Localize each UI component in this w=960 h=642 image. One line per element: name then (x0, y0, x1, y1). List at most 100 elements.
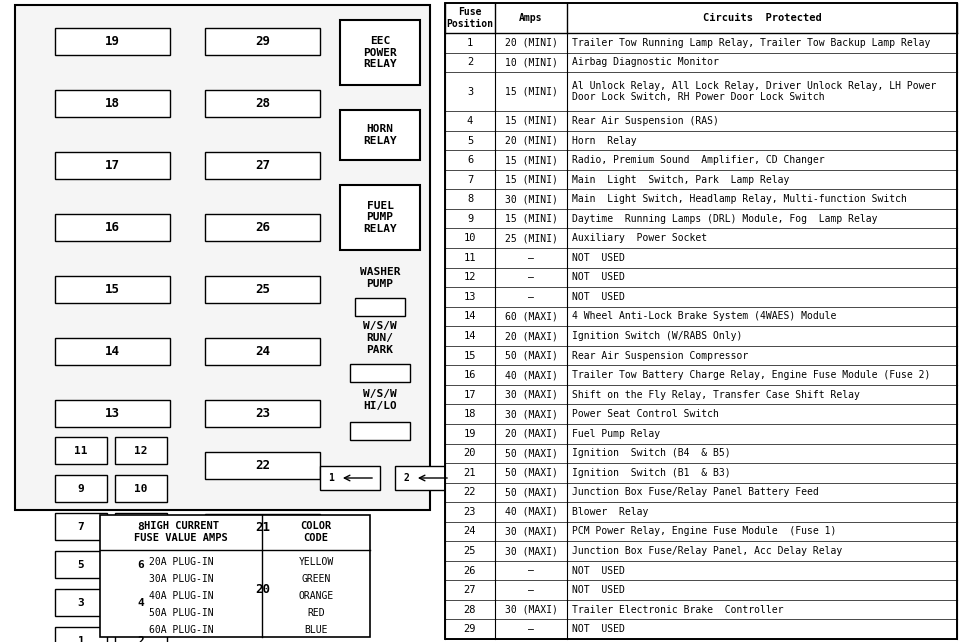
Text: 28: 28 (464, 605, 476, 614)
Text: RED: RED (307, 608, 324, 618)
Text: 60A PLUG-IN: 60A PLUG-IN (149, 625, 213, 635)
Text: 18: 18 (105, 97, 120, 110)
Text: 40 (MAXI): 40 (MAXI) (505, 370, 558, 380)
Text: FUEL
PUMP
RELAY: FUEL PUMP RELAY (363, 201, 396, 234)
Text: 4: 4 (137, 598, 144, 607)
Text: 23: 23 (464, 507, 476, 517)
Bar (445, 3, 957, 639)
Text: PCM Power Relay, Engine Fuse Module  (Fuse 1): PCM Power Relay, Engine Fuse Module (Fus… (572, 526, 836, 537)
Text: Daytime  Running Lamps (DRL) Module, Fog  Lamp Relay: Daytime Running Lamps (DRL) Module, Fog … (572, 214, 877, 223)
Text: 14: 14 (105, 345, 120, 358)
Text: –: – (528, 585, 534, 595)
Bar (115, 475, 167, 502)
Bar (100, 515, 370, 637)
Text: W/S/W
HI/LO: W/S/W HI/LO (363, 389, 396, 411)
Text: 29: 29 (464, 624, 476, 634)
Text: Radio, Premium Sound  Amplifier, CD Changer: Radio, Premium Sound Amplifier, CD Chang… (572, 155, 825, 165)
Text: 6: 6 (467, 155, 473, 165)
Text: 26: 26 (464, 566, 476, 576)
Bar (55, 437, 107, 464)
Text: 21: 21 (464, 468, 476, 478)
Text: 15: 15 (105, 283, 120, 296)
Text: NOT  USED: NOT USED (572, 253, 625, 263)
Text: 7: 7 (467, 175, 473, 185)
Text: 30 (MAXI): 30 (MAXI) (505, 526, 558, 537)
Bar (205, 214, 320, 241)
Text: 50 (MAXI): 50 (MAXI) (505, 448, 558, 458)
Text: NOT  USED: NOT USED (572, 585, 625, 595)
Text: 3: 3 (467, 87, 473, 97)
Text: 7: 7 (78, 521, 84, 532)
Text: Rear Air Suspension Compressor: Rear Air Suspension Compressor (572, 351, 748, 361)
Text: 19: 19 (105, 35, 120, 48)
Text: Horn  Relay: Horn Relay (572, 135, 636, 146)
Text: 8: 8 (467, 194, 473, 204)
Text: 30A PLUG-IN: 30A PLUG-IN (149, 574, 213, 584)
Bar (55, 28, 170, 55)
Bar (55, 513, 107, 540)
Text: 17: 17 (105, 159, 120, 172)
Bar (205, 90, 320, 117)
Text: 30 (MAXI): 30 (MAXI) (505, 390, 558, 400)
Text: 40A PLUG-IN: 40A PLUG-IN (149, 591, 213, 601)
Bar (205, 338, 320, 365)
Bar (115, 513, 167, 540)
Bar (55, 276, 170, 303)
Text: 20A PLUG-IN: 20A PLUG-IN (149, 557, 213, 567)
Text: 15 (MINI): 15 (MINI) (505, 155, 558, 165)
Text: 12: 12 (464, 272, 476, 282)
Text: 15 (MINI): 15 (MINI) (505, 214, 558, 223)
Bar (55, 551, 107, 578)
Text: 8: 8 (137, 521, 144, 532)
Text: 22: 22 (255, 459, 270, 472)
Bar (115, 551, 167, 578)
Text: NOT  USED: NOT USED (572, 624, 625, 634)
Text: 50 (MAXI): 50 (MAXI) (505, 468, 558, 478)
Text: 5: 5 (467, 135, 473, 146)
Text: 25: 25 (255, 283, 270, 296)
Bar (340, 185, 420, 250)
Text: 30 (MAXI): 30 (MAXI) (505, 409, 558, 419)
Bar (205, 276, 320, 303)
Text: Auxiliary  Power Socket: Auxiliary Power Socket (572, 233, 708, 243)
Text: Al Unlock Relay, All Lock Relay, Driver Unlock Relay, LH Power
Door Lock Switch,: Al Unlock Relay, All Lock Relay, Driver … (572, 81, 936, 103)
Text: Rear Air Suspension (RAS): Rear Air Suspension (RAS) (572, 116, 719, 126)
Text: HIGH CURRENT
FUSE VALUE AMPS: HIGH CURRENT FUSE VALUE AMPS (134, 521, 228, 542)
Text: 10: 10 (464, 233, 476, 243)
Text: 1: 1 (78, 636, 84, 642)
Bar (55, 627, 107, 642)
Text: 24: 24 (464, 526, 476, 537)
Bar (340, 110, 420, 160)
Text: Trailer Electronic Brake  Controller: Trailer Electronic Brake Controller (572, 605, 783, 614)
Text: 1: 1 (328, 473, 334, 483)
Text: 5: 5 (78, 559, 84, 569)
Text: 3: 3 (78, 598, 84, 607)
Text: 30 (MAXI): 30 (MAXI) (505, 605, 558, 614)
Text: 26: 26 (255, 221, 270, 234)
Text: Main  Light  Switch, Park  Lamp Relay: Main Light Switch, Park Lamp Relay (572, 175, 789, 185)
Text: 23: 23 (255, 407, 270, 420)
Text: 16: 16 (464, 370, 476, 380)
Bar (350, 422, 410, 440)
Text: EEC
POWER
RELAY: EEC POWER RELAY (363, 36, 396, 69)
Text: 20: 20 (464, 448, 476, 458)
Text: 15 (MINI): 15 (MINI) (505, 87, 558, 97)
Bar (205, 576, 320, 603)
Text: –: – (528, 272, 534, 282)
Bar (205, 452, 320, 479)
Text: Airbag Diagnostic Monitor: Airbag Diagnostic Monitor (572, 57, 719, 67)
Text: BLUE: BLUE (304, 625, 327, 635)
Text: 16: 16 (105, 221, 120, 234)
Text: NOT  USED: NOT USED (572, 292, 625, 302)
Bar (395, 466, 455, 490)
Text: 20 (MINI): 20 (MINI) (505, 38, 558, 48)
Bar (115, 437, 167, 464)
Text: 6: 6 (137, 559, 144, 569)
Text: Junction Box Fuse/Relay Panel Battery Feed: Junction Box Fuse/Relay Panel Battery Fe… (572, 487, 819, 498)
Text: 15 (MINI): 15 (MINI) (505, 116, 558, 126)
Text: 12: 12 (134, 446, 148, 456)
Text: 10 (MINI): 10 (MINI) (505, 57, 558, 67)
Text: Fuse
Position: Fuse Position (446, 7, 493, 29)
Text: HORN
RELAY: HORN RELAY (363, 124, 396, 146)
Text: 15 (MINI): 15 (MINI) (505, 175, 558, 185)
